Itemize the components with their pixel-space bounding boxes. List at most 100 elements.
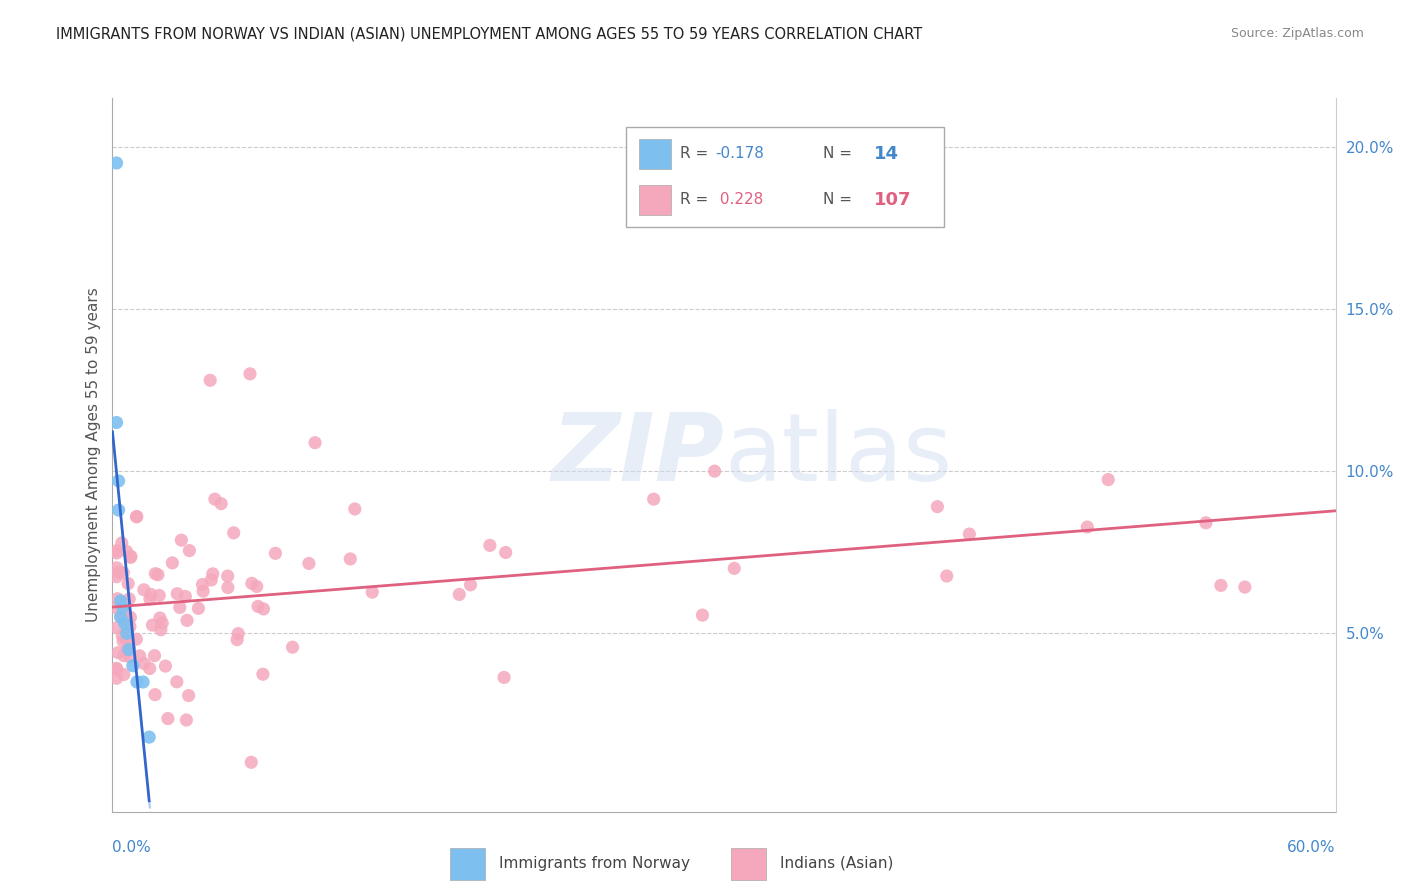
Point <box>252 602 274 616</box>
Point <box>148 589 170 603</box>
Point <box>247 599 270 614</box>
Bar <box>450 848 485 880</box>
Point <box>112 667 135 681</box>
Point <box>138 730 160 744</box>
Point <box>138 661 160 675</box>
Point <box>111 611 134 625</box>
Text: 14: 14 <box>875 145 900 162</box>
Point <box>125 675 148 690</box>
Point <box>115 544 138 558</box>
Point <box>107 646 129 660</box>
Point <box>166 587 188 601</box>
Point <box>118 640 141 655</box>
Text: R =: R = <box>681 192 713 207</box>
Point <box>240 756 263 770</box>
Text: -0.178: -0.178 <box>716 146 763 161</box>
Point <box>110 610 132 624</box>
Point <box>176 613 198 627</box>
Point <box>120 610 142 624</box>
Point <box>177 689 200 703</box>
Point <box>110 608 132 623</box>
Point <box>692 608 714 623</box>
Point <box>118 591 141 606</box>
Point <box>149 611 172 625</box>
Point <box>118 650 141 665</box>
Point <box>112 634 135 648</box>
Point <box>492 670 515 684</box>
Point <box>343 502 366 516</box>
Point <box>105 543 128 558</box>
Point <box>105 156 128 170</box>
Text: Immigrants from Norway: Immigrants from Norway <box>499 855 690 871</box>
Point <box>125 509 148 524</box>
Point <box>226 626 249 640</box>
FancyBboxPatch shape <box>626 127 945 227</box>
Point <box>112 648 135 663</box>
Point <box>339 552 361 566</box>
Point <box>166 674 188 689</box>
Point <box>304 435 326 450</box>
Point <box>449 587 471 601</box>
Bar <box>638 138 671 169</box>
Point <box>112 566 135 580</box>
Point <box>105 661 128 675</box>
Point <box>281 640 304 655</box>
Point <box>107 474 129 488</box>
Point <box>1076 520 1098 534</box>
Point <box>118 642 141 657</box>
Point <box>217 569 239 583</box>
Point <box>1195 516 1218 530</box>
Point <box>460 578 482 592</box>
Point <box>139 587 162 601</box>
Point <box>169 600 191 615</box>
Point <box>222 525 245 540</box>
Point <box>478 538 501 552</box>
Point <box>114 616 136 631</box>
Point <box>170 533 193 548</box>
Point <box>107 566 129 580</box>
Point <box>927 500 949 514</box>
Point <box>105 416 128 430</box>
Text: atlas: atlas <box>724 409 952 501</box>
Point <box>957 527 980 541</box>
Point <box>105 621 128 635</box>
Point <box>1097 473 1119 487</box>
Y-axis label: Unemployment Among Ages 55 to 59 years: Unemployment Among Ages 55 to 59 years <box>86 287 101 623</box>
Point <box>198 373 221 387</box>
Point <box>1209 578 1232 592</box>
Point <box>723 561 745 575</box>
Point <box>264 546 287 560</box>
Point <box>174 590 197 604</box>
Point <box>201 566 224 581</box>
Point <box>246 579 269 593</box>
Text: R =: R = <box>681 146 713 161</box>
Point <box>252 667 274 681</box>
Point <box>162 556 184 570</box>
Point <box>204 492 226 507</box>
Point <box>105 561 128 575</box>
Point <box>125 632 148 647</box>
Point <box>111 536 134 550</box>
Point <box>139 591 162 606</box>
Point <box>495 545 517 559</box>
Point <box>118 619 141 633</box>
Point <box>149 623 172 637</box>
Point <box>115 626 138 640</box>
Point <box>143 688 166 702</box>
Point <box>117 643 139 657</box>
Point <box>114 606 136 620</box>
Point <box>117 576 139 591</box>
Point <box>105 570 128 584</box>
Text: N =: N = <box>824 146 858 161</box>
Point <box>150 615 173 630</box>
Point <box>141 618 163 632</box>
Point <box>1233 580 1256 594</box>
Text: IMMIGRANTS FROM NORWAY VS INDIAN (ASIAN) UNEMPLOYMENT AMONG AGES 55 TO 59 YEARS : IMMIGRANTS FROM NORWAY VS INDIAN (ASIAN)… <box>56 27 922 42</box>
Point <box>209 497 232 511</box>
Text: Indians (Asian): Indians (Asian) <box>780 855 894 871</box>
Bar <box>638 185 671 215</box>
Point <box>111 629 134 643</box>
Point <box>114 611 136 625</box>
Point <box>191 584 214 599</box>
Point <box>240 576 263 591</box>
